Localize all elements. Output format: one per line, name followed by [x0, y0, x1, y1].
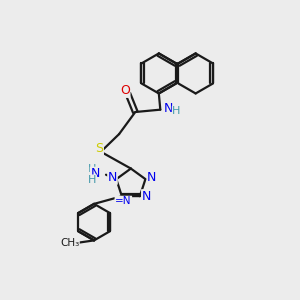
- Text: CH₃: CH₃: [60, 238, 79, 248]
- Text: H: H: [172, 106, 181, 116]
- Text: O: O: [120, 84, 130, 97]
- Text: H: H: [88, 164, 96, 174]
- Text: N: N: [108, 171, 117, 184]
- Text: N: N: [147, 171, 157, 184]
- Text: =N: =N: [115, 196, 132, 206]
- Text: H: H: [88, 175, 96, 185]
- Text: S: S: [95, 142, 104, 155]
- Text: N: N: [142, 190, 151, 203]
- Text: N: N: [164, 102, 173, 115]
- Text: N: N: [90, 167, 100, 180]
